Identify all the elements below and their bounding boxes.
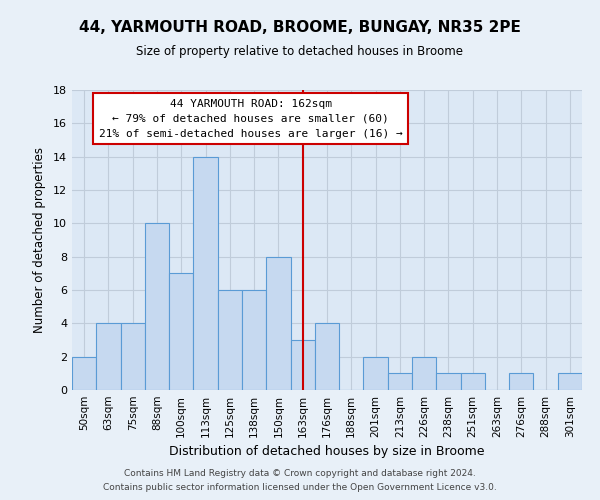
Bar [436,374,461,390]
Text: 44 YARMOUTH ROAD: 162sqm
← 79% of detached houses are smaller (60)
21% of semi-d: 44 YARMOUTH ROAD: 162sqm ← 79% of detach… [98,99,403,138]
Bar [266,256,290,390]
X-axis label: Distribution of detached houses by size in Broome: Distribution of detached houses by size … [169,446,485,458]
Text: Size of property relative to detached houses in Broome: Size of property relative to detached ho… [137,45,464,58]
Bar [121,324,145,390]
Bar [169,274,193,390]
Bar [193,156,218,390]
Text: 44, YARMOUTH ROAD, BROOME, BUNGAY, NR35 2PE: 44, YARMOUTH ROAD, BROOME, BUNGAY, NR35 … [79,20,521,35]
Bar [145,224,169,390]
Bar [558,374,582,390]
Bar [96,324,121,390]
Bar [364,356,388,390]
Text: Contains HM Land Registry data © Crown copyright and database right 2024.: Contains HM Land Registry data © Crown c… [124,468,476,477]
Bar [218,290,242,390]
Bar [509,374,533,390]
Text: Contains public sector information licensed under the Open Government Licence v3: Contains public sector information licen… [103,484,497,492]
Bar [461,374,485,390]
Bar [290,340,315,390]
Bar [72,356,96,390]
Y-axis label: Number of detached properties: Number of detached properties [33,147,46,333]
Bar [388,374,412,390]
Bar [242,290,266,390]
Bar [315,324,339,390]
Bar [412,356,436,390]
